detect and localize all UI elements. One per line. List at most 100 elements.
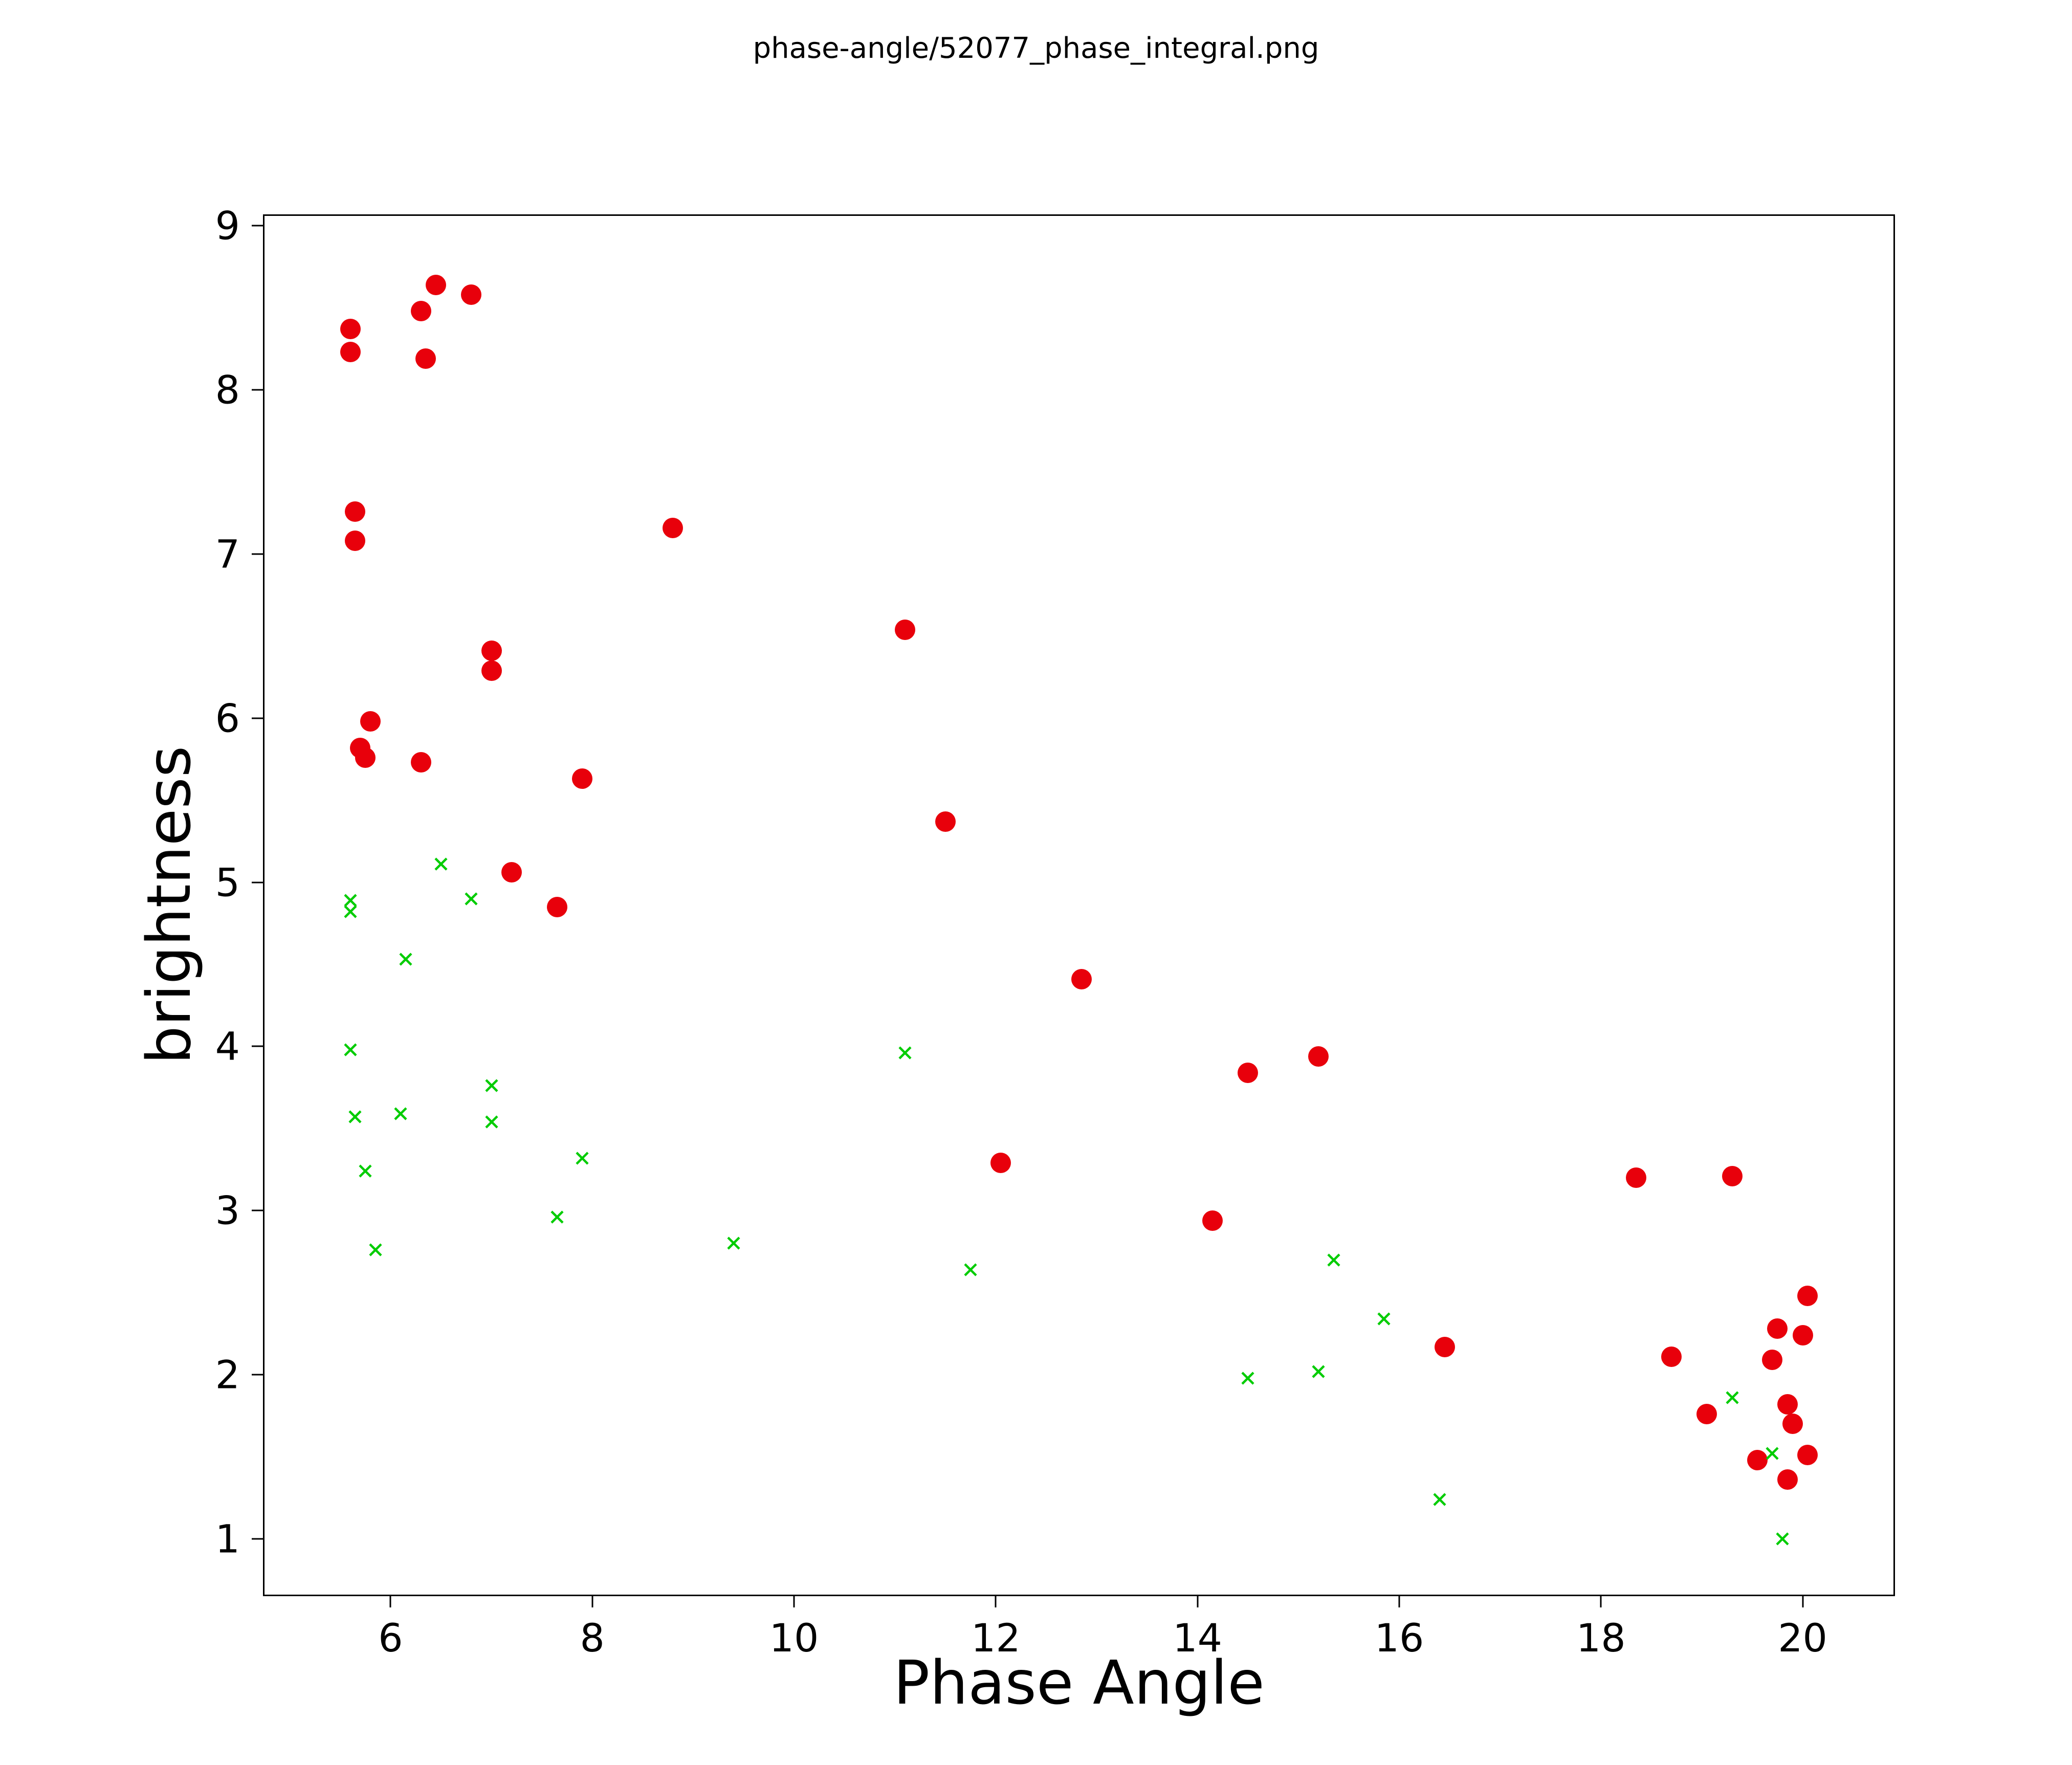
data-point-red-circles (894, 619, 915, 640)
data-point-green-x (347, 1109, 363, 1124)
y-tick-label: 3 (215, 1187, 240, 1233)
data-point-red-circles (1777, 1394, 1798, 1415)
data-point-red-circles (1202, 1210, 1223, 1231)
data-point-red-circles (1777, 1469, 1798, 1490)
y-axis-label: brightness (134, 745, 204, 1065)
data-point-red-circles (1762, 1350, 1783, 1371)
x-tick-label: 10 (769, 1615, 819, 1661)
data-point-green-x (484, 1078, 499, 1093)
x-tick-mark (1600, 1596, 1602, 1607)
data-point-green-x (433, 856, 449, 872)
chart-title: phase-angle/52077_phase_integral.png (753, 32, 1319, 65)
data-point-red-circles (481, 660, 502, 681)
data-point-red-circles (1661, 1346, 1682, 1367)
data-point-red-circles (1792, 1325, 1813, 1346)
y-tick-label: 8 (215, 367, 240, 413)
data-point-red-circles (1722, 1165, 1743, 1186)
x-tick-label: 6 (378, 1615, 403, 1661)
x-tick-mark (793, 1596, 795, 1607)
data-point-green-x (549, 1209, 565, 1225)
x-axis-label: Phase Angle (893, 1647, 1265, 1718)
data-point-green-x (1240, 1371, 1255, 1386)
data-point-red-circles (360, 711, 381, 732)
data-point-red-circles (345, 501, 366, 522)
y-tick-mark (252, 717, 263, 719)
x-tick-mark (1197, 1596, 1199, 1607)
data-point-green-x (484, 1114, 499, 1130)
data-point-red-circles (1308, 1046, 1329, 1067)
data-point-green-x (575, 1151, 590, 1166)
data-point-red-circles (990, 1153, 1011, 1174)
y-tick-label: 2 (215, 1352, 240, 1398)
data-point-green-x (1311, 1364, 1326, 1379)
data-point-red-circles (415, 348, 436, 369)
y-tick-mark (252, 389, 263, 391)
data-point-red-circles (501, 862, 522, 883)
x-tick-label: 20 (1778, 1615, 1827, 1661)
y-tick-mark (252, 1538, 263, 1540)
y-tick-label: 1 (215, 1516, 240, 1562)
data-point-green-x (897, 1045, 913, 1061)
data-point-green-x (1765, 1446, 1780, 1461)
data-point-red-circles (546, 896, 567, 917)
data-point-green-x (963, 1262, 978, 1277)
plot-area: 6 8 10 12 14 16 18 20 1 2 3 4 5 6 7 8 9 (215, 203, 1895, 1661)
y-tick-mark (252, 225, 263, 227)
y-tick-label: 9 (215, 203, 240, 249)
x-tick-mark (389, 1596, 391, 1607)
data-point-red-circles (426, 274, 447, 295)
data-point-red-circles (1767, 1318, 1788, 1339)
data-point-red-circles (410, 301, 431, 322)
x-tick-label: 14 (1173, 1615, 1222, 1661)
data-point-red-circles (410, 752, 431, 773)
data-point-red-circles (461, 284, 482, 305)
data-point-red-circles (340, 319, 361, 340)
y-tick-mark (252, 1045, 263, 1047)
data-point-green-x (343, 1042, 358, 1057)
data-point-red-circles (663, 517, 684, 538)
data-point-red-circles (345, 531, 366, 551)
data-point-red-circles (1747, 1449, 1768, 1470)
data-point-red-circles (481, 641, 502, 661)
data-point-green-x (726, 1236, 741, 1251)
x-tick-mark (995, 1596, 997, 1607)
data-point-red-circles (1696, 1404, 1717, 1425)
data-point-red-circles (1071, 968, 1092, 989)
x-tick-mark (591, 1596, 593, 1607)
y-tick-label: 7 (215, 531, 240, 577)
x-tick-label: 16 (1374, 1615, 1424, 1661)
data-point-red-circles (1782, 1414, 1803, 1435)
data-point-red-circles (1626, 1167, 1647, 1188)
data-point-green-x (368, 1242, 383, 1257)
data-point-green-x (1326, 1252, 1341, 1268)
data-point-red-circles (1797, 1286, 1818, 1307)
data-point-green-x (343, 893, 358, 908)
data-point-green-x (464, 891, 479, 907)
x-tick-mark (1802, 1596, 1804, 1607)
data-point-red-circles (935, 811, 956, 832)
y-tick-mark (252, 553, 263, 555)
data-point-green-x (1775, 1531, 1790, 1547)
y-tick-label: 4 (215, 1023, 240, 1069)
x-tick-label: 8 (580, 1615, 605, 1661)
y-tick-mark (252, 1374, 263, 1376)
y-tick-mark (252, 881, 263, 884)
x-tick-label: 18 (1576, 1615, 1626, 1661)
data-point-green-x (1376, 1311, 1392, 1327)
data-point-green-x (1725, 1390, 1740, 1405)
data-point-red-circles (1434, 1336, 1455, 1357)
data-point-red-circles (340, 342, 361, 363)
data-point-red-circles (1797, 1445, 1818, 1466)
data-point-green-x (358, 1163, 373, 1179)
y-tick-mark (252, 1209, 263, 1211)
data-point-green-x (398, 952, 413, 967)
data-point-red-circles (355, 747, 376, 768)
x-tick-label: 12 (971, 1615, 1021, 1661)
x-tick-mark (1398, 1596, 1400, 1607)
data-point-green-x (343, 904, 358, 919)
data-point-green-x (1432, 1492, 1447, 1507)
data-point-red-circles (572, 768, 593, 789)
data-point-red-circles (1238, 1062, 1259, 1083)
data-point-green-x (393, 1106, 408, 1121)
